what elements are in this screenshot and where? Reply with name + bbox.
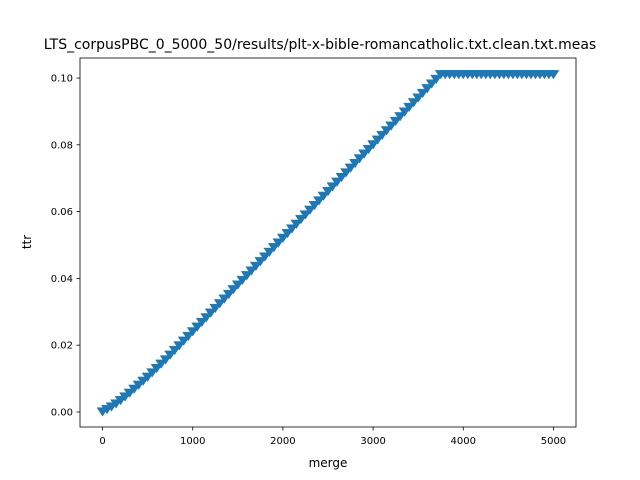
x-tick-label: 2000 xyxy=(270,436,295,447)
x-tick-label: 1000 xyxy=(180,436,205,447)
data-point xyxy=(182,331,195,342)
data-point xyxy=(146,368,159,378)
data-point xyxy=(249,261,262,272)
data-point xyxy=(240,271,253,281)
data-point xyxy=(344,163,357,173)
data-point xyxy=(164,350,177,360)
data-point xyxy=(394,112,407,122)
data-point xyxy=(263,247,276,258)
data-point xyxy=(331,177,343,187)
data-point xyxy=(294,215,307,225)
data-point xyxy=(425,79,438,89)
data-point xyxy=(349,158,362,169)
data-point xyxy=(218,294,231,304)
y-tick-label: 0.10 xyxy=(51,74,73,85)
data-point xyxy=(340,168,352,178)
axes: 0 1000 2000 3000 4000 5000 0.00 0.02 0.04 0.06 0.0… xyxy=(51,57,577,447)
data-point xyxy=(326,182,339,192)
data-point xyxy=(222,289,235,300)
data-point xyxy=(358,149,371,159)
y-tick-label: 0.02 xyxy=(51,341,73,352)
y-tick-label: 0.06 xyxy=(51,207,73,218)
x-tick-label: 3000 xyxy=(360,436,385,447)
data-point xyxy=(385,121,398,131)
data-point xyxy=(371,135,384,145)
data-marks xyxy=(96,70,560,417)
data-point xyxy=(285,224,298,234)
x-axis-label: merge xyxy=(309,456,348,470)
data-point xyxy=(200,313,213,323)
data-point xyxy=(380,126,393,136)
data-point xyxy=(416,88,429,99)
data-point xyxy=(168,345,181,356)
data-point xyxy=(231,280,244,290)
data-point xyxy=(421,84,434,94)
data-point xyxy=(159,355,172,365)
data-point xyxy=(376,130,389,141)
data-point xyxy=(362,144,375,155)
data-point xyxy=(322,187,334,197)
chart-title: LTS_corpusPBC_0_5000_50/results/plt-x-bi… xyxy=(44,37,596,53)
data-point xyxy=(412,93,425,103)
x-tick-label: 5000 xyxy=(541,436,566,447)
data-point xyxy=(191,322,204,332)
y-tick-label: 0.00 xyxy=(51,407,73,418)
data-point xyxy=(389,116,402,127)
data-point xyxy=(308,201,321,211)
data-point xyxy=(177,336,190,346)
data-point xyxy=(141,372,154,382)
data-point xyxy=(276,233,289,244)
x-tick-label: 4000 xyxy=(451,436,476,447)
y-tick-label: 0.04 xyxy=(51,274,73,285)
data-point xyxy=(335,172,348,183)
data-point xyxy=(317,191,330,201)
data-point xyxy=(367,140,380,150)
data-point xyxy=(204,308,217,318)
data-point xyxy=(236,275,249,286)
data-point xyxy=(150,364,163,374)
plot-frame xyxy=(79,57,577,428)
data-point xyxy=(173,341,186,351)
data-point xyxy=(272,238,285,248)
data-point xyxy=(353,154,366,164)
data-point xyxy=(254,257,267,267)
data-point xyxy=(186,327,199,337)
data-point xyxy=(195,317,208,328)
data-point xyxy=(258,252,271,262)
data-point xyxy=(227,285,240,295)
data-point xyxy=(281,229,294,239)
data-point xyxy=(407,98,420,108)
data-point xyxy=(245,266,258,276)
data-point xyxy=(430,74,443,85)
data-point xyxy=(267,243,280,253)
x-tick-label: 0 xyxy=(99,436,105,447)
data-point xyxy=(313,196,325,206)
data-point xyxy=(299,210,312,220)
data-point xyxy=(304,205,316,215)
data-point xyxy=(403,102,416,113)
data-point xyxy=(213,299,226,309)
data-point xyxy=(547,70,560,80)
y-tick-label: 0.08 xyxy=(51,140,73,151)
data-point xyxy=(290,219,303,229)
data-point xyxy=(209,303,222,314)
y-axis-label: ttr xyxy=(20,235,34,249)
data-point xyxy=(155,359,168,369)
data-point xyxy=(398,107,411,117)
